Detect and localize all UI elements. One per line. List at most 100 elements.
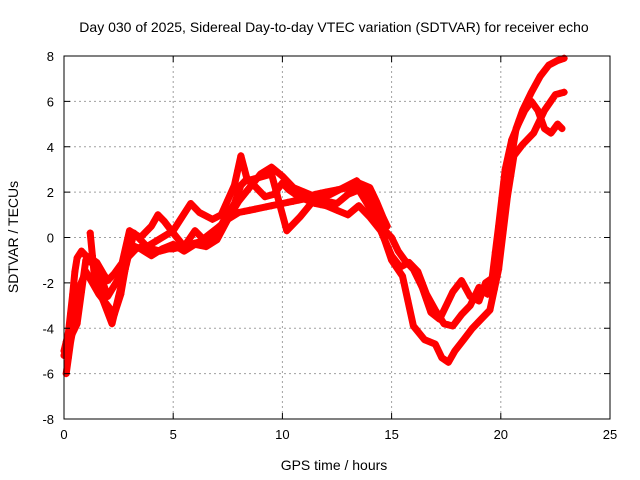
data-point <box>300 195 308 203</box>
data-point <box>109 283 117 291</box>
data-point <box>296 213 304 221</box>
data-point <box>108 320 116 328</box>
data-point <box>267 170 275 178</box>
data-point <box>442 302 450 310</box>
data-point <box>73 320 81 328</box>
y-axis-label: SDTVAR / TECUs <box>5 181 21 293</box>
data-point <box>122 261 130 269</box>
data-point <box>240 190 248 198</box>
data-point <box>391 240 399 248</box>
data-point <box>473 320 481 328</box>
data-point <box>558 125 566 133</box>
data-point <box>282 182 290 190</box>
data-point <box>540 106 548 114</box>
data-point <box>440 320 448 328</box>
data-point <box>251 205 259 213</box>
data-point <box>191 204 199 212</box>
data-point <box>296 193 304 201</box>
data-point <box>423 290 431 298</box>
data-point <box>399 272 407 280</box>
data-point <box>158 245 166 253</box>
data-point <box>515 116 523 124</box>
data-point <box>257 204 265 212</box>
data-point <box>82 256 90 264</box>
data-point <box>418 279 426 287</box>
data-point <box>240 207 248 215</box>
data-point <box>451 347 459 355</box>
data-point <box>468 324 476 332</box>
data-point <box>524 135 532 143</box>
data-point <box>397 252 405 260</box>
series-track-d <box>86 88 568 366</box>
data-point <box>530 129 538 137</box>
y-tick-label: -2 <box>42 276 54 291</box>
data-point <box>154 211 162 219</box>
data-point <box>237 181 245 189</box>
data-point <box>202 238 210 246</box>
data-point <box>427 298 435 306</box>
x-tick-label: 15 <box>384 427 398 442</box>
data-point <box>551 91 559 99</box>
data-point <box>455 341 463 349</box>
data-point <box>462 306 470 314</box>
data-point <box>111 306 119 314</box>
data-point <box>477 315 485 323</box>
data-point <box>457 277 465 285</box>
data-point <box>360 207 368 215</box>
data-point <box>91 274 99 282</box>
data-point <box>409 322 417 330</box>
data-point <box>300 188 308 196</box>
data-point <box>449 322 457 330</box>
data-point <box>333 199 341 207</box>
data-point <box>302 205 310 213</box>
data-point <box>267 202 275 210</box>
y-tick-label: 0 <box>47 231 54 246</box>
data-point <box>197 241 204 249</box>
data-point <box>475 297 483 305</box>
data-point <box>545 61 553 69</box>
data-point <box>246 206 254 214</box>
data-point <box>213 229 221 237</box>
data-point <box>217 211 225 219</box>
data-point <box>394 247 402 255</box>
data-point <box>160 218 168 226</box>
data-point <box>164 243 172 251</box>
data-point <box>191 240 199 248</box>
data-point <box>318 194 326 202</box>
data-point <box>355 202 363 210</box>
data-point <box>499 229 507 237</box>
data-point <box>143 243 151 251</box>
data-point <box>409 263 417 271</box>
y-tick-label: 4 <box>47 140 54 155</box>
data-point <box>353 177 361 185</box>
data-point <box>130 229 138 237</box>
series-line <box>86 88 568 366</box>
data-point <box>547 129 555 137</box>
data-point <box>415 329 423 337</box>
data-point <box>292 190 300 198</box>
data-point <box>86 229 94 237</box>
data-point <box>401 261 409 269</box>
data-point <box>224 196 232 204</box>
data-point <box>289 197 297 205</box>
data-point <box>448 353 456 361</box>
data-point <box>349 206 357 214</box>
data-point <box>344 190 352 198</box>
data-point <box>420 336 428 344</box>
data-point <box>275 198 283 206</box>
data-point <box>479 287 487 295</box>
data-point <box>549 59 557 67</box>
data-point <box>554 57 562 65</box>
data-point <box>169 240 177 248</box>
y-tick-label: 8 <box>47 49 54 64</box>
x-tick-label: 10 <box>275 427 289 442</box>
data-point <box>261 193 269 201</box>
data-point <box>322 202 330 210</box>
y-tick-label: -6 <box>42 367 54 382</box>
data-point <box>510 152 518 160</box>
data-point <box>191 227 199 235</box>
data-point <box>333 187 341 195</box>
data-point <box>99 297 107 305</box>
data-point <box>404 297 412 305</box>
data-point <box>207 234 215 241</box>
